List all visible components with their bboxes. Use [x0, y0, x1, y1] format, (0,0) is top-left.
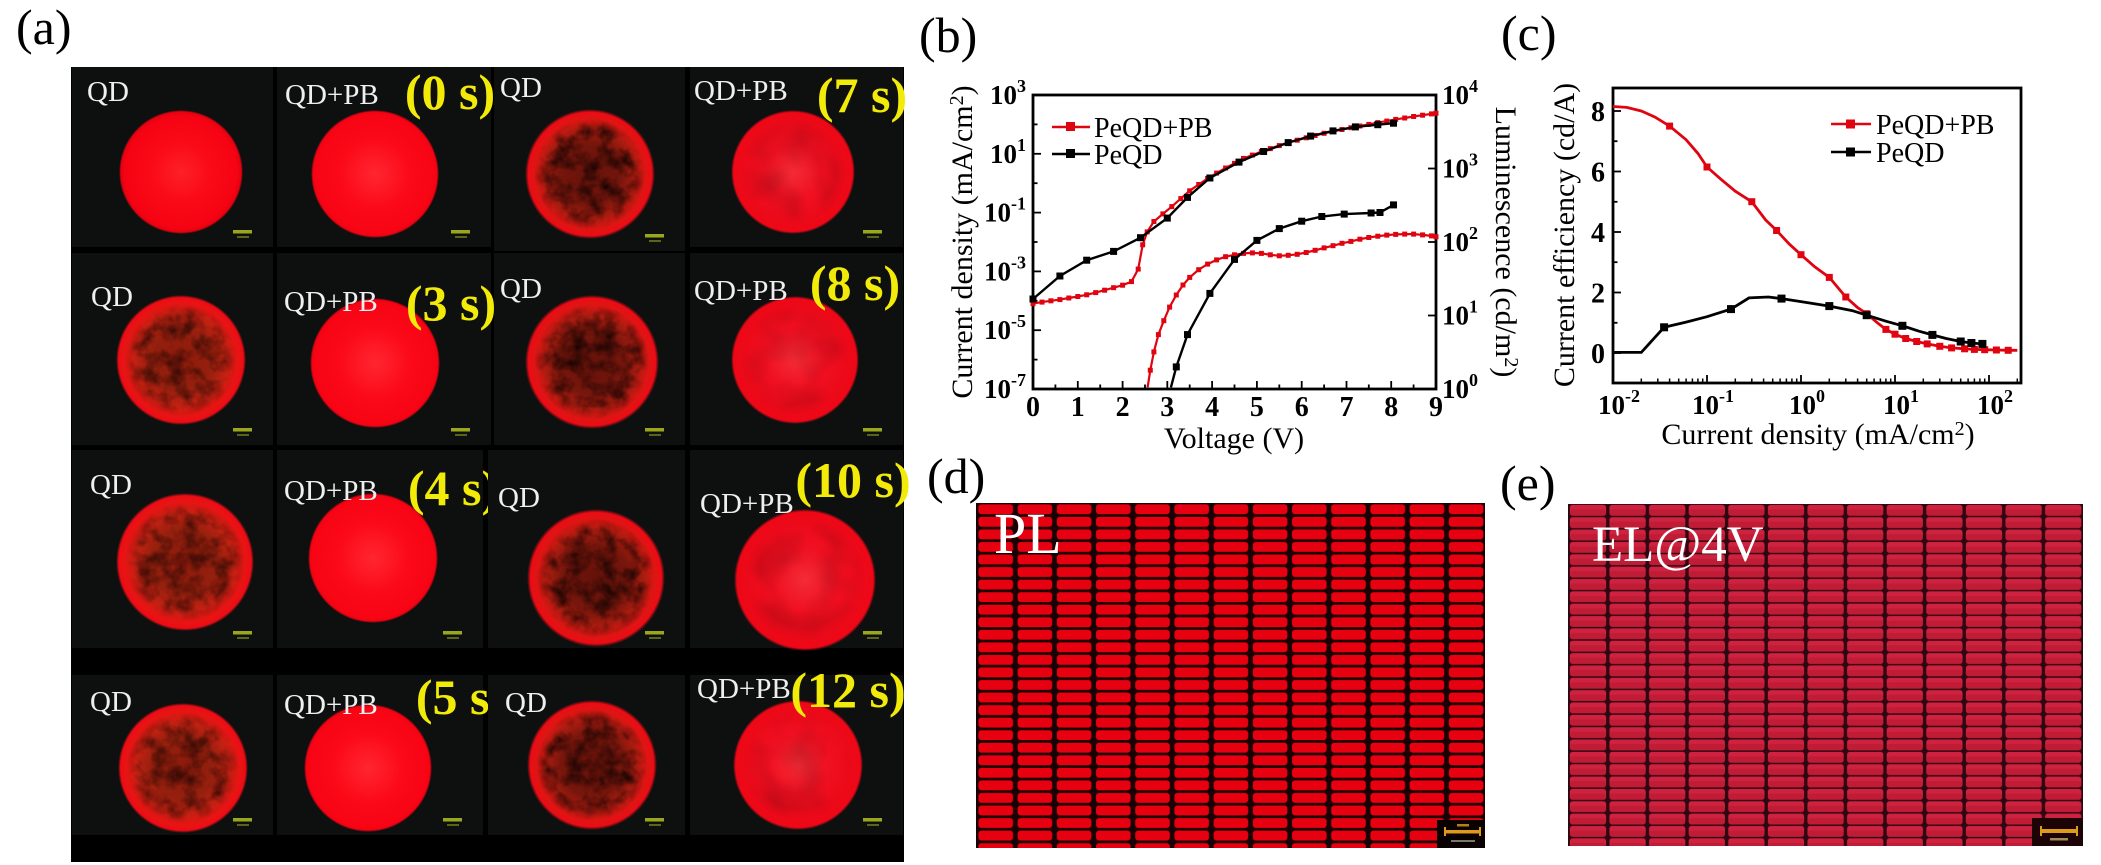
svg-text:(e): (e) [1500, 455, 1556, 511]
svg-text:PL: PL [994, 501, 1062, 566]
svg-text:QD: QD [90, 686, 132, 718]
svg-text:QD+PB: QD+PB [284, 286, 378, 318]
svg-text:QD: QD [87, 76, 129, 108]
svg-text:QD+PB: QD+PB [694, 275, 788, 307]
svg-text:(12 s): (12 s) [790, 662, 905, 718]
svg-text:8: 8 [1591, 97, 1605, 128]
svg-text:QD: QD [90, 469, 132, 501]
svg-text:(a): (a) [16, 0, 72, 55]
svg-text:(10 s): (10 s) [795, 452, 910, 508]
svg-text:(b): (b) [919, 7, 977, 63]
svg-text:EL@4V: EL@4V [1592, 517, 1764, 573]
svg-text:9: 9 [1429, 392, 1443, 423]
svg-text:QD+PB: QD+PB [285, 79, 379, 111]
svg-text:Current efficiency (cd/A): Current efficiency (cd/A) [1548, 83, 1581, 387]
svg-text:PeQD+PB: PeQD+PB [1094, 113, 1212, 144]
svg-text:0: 0 [1026, 392, 1040, 423]
svg-text:(3 s): (3 s) [406, 275, 496, 331]
svg-text:Voltage (V): Voltage (V) [1164, 422, 1304, 455]
svg-text:(c): (c) [1501, 5, 1557, 61]
svg-text:(d): (d) [927, 448, 985, 504]
svg-text:2: 2 [1116, 392, 1130, 423]
svg-text:6: 6 [1295, 392, 1309, 423]
svg-text:Luminescence (cd/m2): Luminescence (cd/m2) [1489, 107, 1522, 378]
svg-text:7: 7 [1340, 392, 1354, 423]
svg-text:(4 s): (4 s) [408, 460, 498, 516]
svg-text:QD: QD [505, 687, 547, 719]
svg-text:(8 s): (8 s) [810, 255, 900, 311]
svg-text:3: 3 [1160, 392, 1174, 423]
svg-text:QD+PB: QD+PB [694, 75, 788, 107]
svg-text:QD+PB: QD+PB [284, 475, 378, 507]
svg-text:0: 0 [1591, 339, 1605, 370]
svg-text:PeQD: PeQD [1094, 140, 1162, 171]
svg-text:QD: QD [500, 72, 542, 104]
svg-text:QD+PB: QD+PB [284, 689, 378, 721]
svg-text:5: 5 [1250, 392, 1264, 423]
svg-text:4: 4 [1205, 392, 1219, 423]
svg-text:101: 101 [1442, 297, 1478, 331]
svg-text:QD: QD [500, 273, 542, 305]
svg-text:2: 2 [1591, 279, 1605, 310]
svg-text:PeQD: PeQD [1876, 138, 1944, 169]
svg-text:(7 s): (7 s) [817, 67, 907, 123]
svg-text:QD+PB: QD+PB [700, 488, 794, 520]
svg-text:QD+PB: QD+PB [697, 673, 791, 705]
svg-text:PeQD+PB: PeQD+PB [1876, 110, 1994, 141]
svg-text:6: 6 [1591, 158, 1605, 189]
svg-text:QD: QD [91, 281, 133, 313]
svg-text:Current density (mA/cm2): Current density (mA/cm2) [1661, 418, 1974, 451]
svg-text:1: 1 [1071, 392, 1085, 423]
svg-text:Current density (mA/cm2): Current density (mA/cm2) [946, 85, 979, 398]
svg-text:(0 s): (0 s) [405, 64, 495, 120]
svg-text:8: 8 [1384, 392, 1398, 423]
svg-text:QD: QD [498, 482, 540, 514]
svg-text:4: 4 [1591, 218, 1605, 249]
